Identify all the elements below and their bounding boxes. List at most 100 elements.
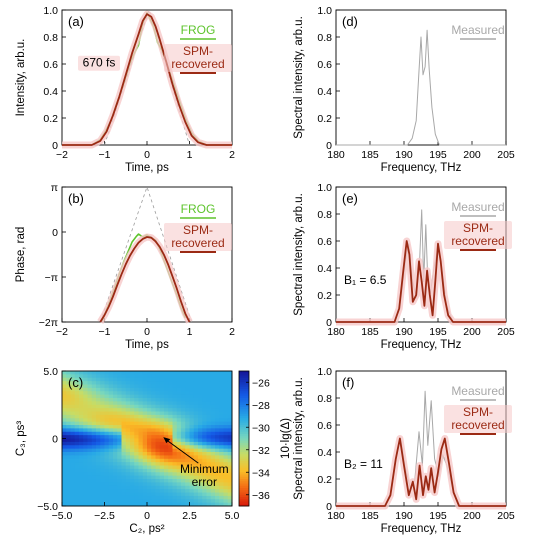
heatmap-cell (164, 502, 169, 507)
heatmap-cell (70, 418, 76, 423)
heatmap-cell (134, 468, 139, 473)
colorbar-segment (239, 380, 249, 383)
heatmap-cell (168, 414, 173, 419)
heatmap-cell (96, 485, 101, 490)
heatmap-cell (96, 465, 101, 470)
heatmap-cell (142, 475, 148, 480)
heatmap-cell (121, 472, 127, 477)
heatmap-cell (164, 472, 169, 477)
heatmap-cell (108, 441, 114, 446)
heatmap-cell (83, 384, 88, 389)
heatmap-cell (125, 398, 131, 402)
heatmap-cell (125, 381, 131, 385)
heatmap-cell (62, 435, 67, 439)
x-tick-label: 190 (395, 326, 413, 338)
heatmap-cell (206, 499, 212, 504)
heatmap-cell (117, 475, 122, 480)
heatmap-cell (66, 398, 71, 402)
heatmap-cell (176, 401, 182, 406)
heatmap-cell (185, 452, 190, 456)
heatmap-cell (66, 455, 71, 460)
heatmap-cell (113, 431, 118, 436)
heatmap-cell (198, 391, 203, 396)
heatmap-cell (176, 438, 182, 443)
heatmap-cell (189, 428, 195, 433)
heatmap-cell (210, 418, 216, 423)
x-tick-label: −2.5 (94, 510, 115, 522)
heatmap-cell (219, 435, 224, 439)
colorbar-tick-label: −32 (252, 445, 270, 457)
heatmap-cell (125, 468, 131, 473)
heatmap-cell (172, 394, 178, 399)
heatmap-cell (172, 479, 178, 483)
heatmap-cell (159, 468, 165, 473)
heatmap-cell (227, 472, 233, 477)
heatmap-cell (215, 408, 220, 412)
heatmap-cell (227, 455, 233, 460)
heatmap-cell (215, 371, 220, 375)
heatmap-cell (108, 462, 114, 466)
heatmap-cell (66, 448, 71, 453)
heatmap-cell (172, 401, 178, 406)
heatmap-cell (91, 475, 97, 480)
heatmap-cell (185, 475, 190, 480)
heatmap-cell (193, 394, 199, 399)
heatmap-cell (121, 495, 127, 500)
heatmap-cell (172, 492, 178, 497)
heatmap-cell (193, 495, 199, 500)
heatmap-cell (159, 387, 165, 392)
heatmap-cell (130, 475, 135, 480)
heatmap-cell (70, 371, 76, 375)
heatmap-cell (113, 404, 118, 409)
heatmap-cell (66, 377, 71, 382)
heatmap-cell (108, 421, 114, 426)
heatmap-cell (96, 468, 101, 473)
heatmap-cell (108, 499, 114, 504)
heatmap-cell (125, 448, 131, 453)
heatmap-cell (117, 468, 122, 473)
heatmap-cell (83, 479, 88, 483)
heatmap-cell (87, 458, 93, 463)
heatmap-cell (215, 495, 220, 500)
heatmap-cell (155, 448, 161, 453)
heatmap-cell (130, 401, 135, 406)
heatmap-cell (155, 472, 161, 477)
heatmap-cell (164, 455, 169, 460)
heatmap-cell (193, 381, 199, 385)
heatmap-cell (193, 418, 199, 423)
heatmap-cell (113, 411, 118, 416)
heatmap-cell (125, 384, 131, 389)
heatmap-cell (159, 482, 165, 487)
heatmap-cell (79, 458, 84, 463)
heatmap-cell (172, 441, 178, 446)
heatmap-cell (147, 492, 152, 497)
heatmap-cell (100, 482, 105, 487)
heatmap-cell (83, 394, 88, 399)
heatmap-cell (104, 418, 110, 423)
heatmap-cell (176, 384, 182, 389)
colorbar-segment (239, 452, 249, 455)
heatmap-cell (215, 448, 220, 453)
heatmap-cell (130, 391, 135, 396)
heatmap-cell (134, 411, 139, 416)
heatmap-cell (202, 377, 207, 382)
heatmap-cell (91, 462, 97, 466)
heatmap-cell (104, 408, 110, 412)
colorbar-segment (239, 411, 249, 415)
x-tick-label: −2 (56, 326, 68, 338)
heatmap-cell (138, 411, 144, 416)
heatmap-cell (185, 381, 190, 385)
heatmap-cell (159, 398, 165, 402)
heatmap-cell (83, 448, 88, 453)
heatmap-cell (117, 404, 122, 409)
heatmap-cell (189, 462, 195, 466)
heatmap-cell (138, 468, 144, 473)
heatmap-cell (130, 455, 135, 460)
heatmap-cell (113, 458, 118, 463)
heatmap-cell (176, 479, 182, 483)
heatmap-cell (202, 371, 207, 375)
heatmap-cell (108, 404, 114, 409)
heatmap-cell (223, 438, 229, 443)
heatmap-cell (189, 485, 195, 490)
heatmap-cell (215, 455, 220, 460)
